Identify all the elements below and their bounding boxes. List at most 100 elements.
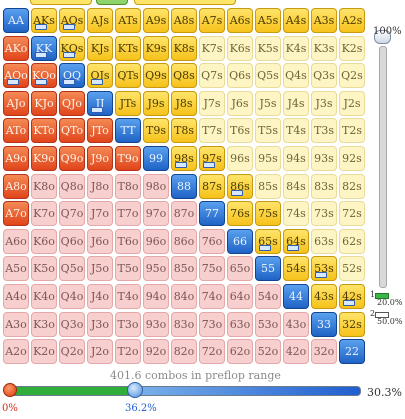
hand-cell-32s[interactable]: 32s <box>339 311 365 337</box>
hand-cell-94o[interactable]: 94o <box>143 283 169 309</box>
hand-cell-kts[interactable]: KTs <box>115 35 141 61</box>
range-indicator-1[interactable]: 1 20.0% <box>370 290 403 307</box>
hand-cell-a3o[interactable]: A3o <box>3 311 29 337</box>
hand-cell-32o[interactable]: 32o <box>311 339 337 365</box>
range-indicator-2[interactable]: 2 50.0% <box>370 309 403 326</box>
hand-cell-76o[interactable]: 76o <box>199 228 225 254</box>
hand-cell-43s[interactable]: 43s <box>311 283 337 309</box>
hand-cell-85s[interactable]: 85s <box>255 173 281 199</box>
hand-cell-j4s[interactable]: J4s <box>283 90 309 116</box>
hand-cell-53s[interactable]: 53s <box>311 256 337 282</box>
hand-cell-a5s[interactable]: A5s <box>255 8 281 33</box>
hand-cell-74s[interactable]: 74s <box>283 201 309 227</box>
hand-cell-k6s[interactable]: K6s <box>227 35 253 61</box>
hand-cell-a6s[interactable]: A6s <box>227 8 253 33</box>
hand-cell-ats[interactable]: ATs <box>115 8 141 33</box>
hand-cell-j4o[interactable]: J4o <box>87 283 113 309</box>
hand-cell-a8s[interactable]: A8s <box>171 8 197 33</box>
hand-cell-43o[interactable]: 43o <box>283 311 309 337</box>
hand-cell-jto[interactable]: JTo <box>87 118 113 144</box>
hand-cell-jj[interactable]: JJ <box>87 90 113 116</box>
hand-cell-a9s[interactable]: A9s <box>143 8 169 33</box>
hand-cell-qjo[interactable]: QJo <box>59 90 85 116</box>
hand-cell-t8s[interactable]: T8s <box>171 118 197 144</box>
hand-cell-k5o[interactable]: K5o <box>31 256 57 282</box>
hand-cell-q6o[interactable]: Q6o <box>59 228 85 254</box>
hand-cell-87o[interactable]: 87o <box>171 201 197 227</box>
hand-cell-84s[interactable]: 84s <box>283 173 309 199</box>
hand-cell-42s[interactable]: 42s <box>339 283 365 309</box>
hand-cell-72s[interactable]: 72s <box>339 201 365 227</box>
hand-cell-t3o[interactable]: T3o <box>115 311 141 337</box>
hand-cell-t8o[interactable]: T8o <box>115 173 141 199</box>
hand-cell-a4o[interactable]: A4o <box>3 283 29 309</box>
hand-cell-k2o[interactable]: K2o <box>31 339 57 365</box>
hand-cell-q2o[interactable]: Q2o <box>59 339 85 365</box>
hand-cell-qts[interactable]: QTs <box>115 63 141 89</box>
hand-cell-a7s[interactable]: A7s <box>199 8 225 33</box>
hand-cell-a9o[interactable]: A9o <box>3 145 29 171</box>
hand-cell-93s[interactable]: 93s <box>311 145 337 171</box>
hand-cell-q7s[interactable]: Q7s <box>199 63 225 89</box>
hand-cell-k5s[interactable]: K5s <box>255 35 281 61</box>
hand-cell-88[interactable]: 88 <box>171 173 197 199</box>
hand-cell-j3s[interactable]: J3s <box>311 90 337 116</box>
hand-cell-a4s[interactable]: A4s <box>283 8 309 33</box>
hand-cell-ato[interactable]: ATo <box>3 118 29 144</box>
hand-cell-k9s[interactable]: K9s <box>143 35 169 61</box>
hand-cell-83s[interactable]: 83s <box>311 173 337 199</box>
hand-cell-t2s[interactable]: T2s <box>339 118 365 144</box>
hand-cell-k4o[interactable]: K4o <box>31 283 57 309</box>
hand-cell-q2s[interactable]: Q2s <box>339 63 365 89</box>
hand-cell-a8o[interactable]: A8o <box>3 173 29 199</box>
hand-cell-65s[interactable]: 65s <box>255 228 281 254</box>
hand-cell-97s[interactable]: 97s <box>199 145 225 171</box>
hand-cell-aqs[interactable]: AQs <box>59 8 85 33</box>
hand-cell-k9o[interactable]: K9o <box>31 145 57 171</box>
hand-cell-82o[interactable]: 82o <box>171 339 197 365</box>
hand-cell-kjo[interactable]: KJo <box>31 90 57 116</box>
hand-cell-77[interactable]: 77 <box>199 201 225 227</box>
hand-cell-jts[interactable]: JTs <box>115 90 141 116</box>
hand-cell-96s[interactable]: 96s <box>227 145 253 171</box>
toolbar-pill-left[interactable] <box>30 0 92 5</box>
hand-cell-t5s[interactable]: T5s <box>255 118 281 144</box>
hand-cell-97o[interactable]: 97o <box>143 201 169 227</box>
hand-cell-t9o[interactable]: T9o <box>115 145 141 171</box>
hand-cell-q3s[interactable]: Q3s <box>311 63 337 89</box>
hand-cell-73s[interactable]: 73s <box>311 201 337 227</box>
hand-cell-t2o[interactable]: T2o <box>115 339 141 365</box>
hand-cell-84o[interactable]: 84o <box>171 283 197 309</box>
hand-cell-qq[interactable]: QQ <box>59 63 85 89</box>
hand-cell-92o[interactable]: 92o <box>143 339 169 365</box>
hand-cell-j5s[interactable]: J5s <box>255 90 281 116</box>
hand-cell-52s[interactable]: 52s <box>339 256 365 282</box>
hand-cell-kqs[interactable]: KQs <box>59 35 85 61</box>
hand-cell-j7o[interactable]: J7o <box>87 201 113 227</box>
hand-cell-66[interactable]: 66 <box>227 228 253 254</box>
hand-cell-a5o[interactable]: A5o <box>3 256 29 282</box>
vertical-range-slider-thumb[interactable] <box>374 30 391 44</box>
hand-cell-qto[interactable]: QTo <box>59 118 85 144</box>
hand-cell-53o[interactable]: 53o <box>255 311 281 337</box>
hand-cell-q6s[interactable]: Q6s <box>227 63 253 89</box>
hand-cell-95o[interactable]: 95o <box>143 256 169 282</box>
hand-cell-87s[interactable]: 87s <box>199 173 225 199</box>
hand-cell-64o[interactable]: 64o <box>227 283 253 309</box>
hand-cell-k6o[interactable]: K6o <box>31 228 57 254</box>
vertical-range-slider-track[interactable] <box>379 46 387 288</box>
hand-cell-q3o[interactable]: Q3o <box>59 311 85 337</box>
hand-cell-qjs[interactable]: QJs <box>87 63 113 89</box>
hand-cell-q9o[interactable]: Q9o <box>59 145 85 171</box>
hand-cell-k3s[interactable]: K3s <box>311 35 337 61</box>
hand-cell-t7s[interactable]: T7s <box>199 118 225 144</box>
toolbar-pill-right[interactable] <box>134 0 236 5</box>
hand-cell-a7o[interactable]: A7o <box>3 201 29 227</box>
hand-cell-kjs[interactable]: KJs <box>87 35 113 61</box>
hand-cell-k2s[interactable]: K2s <box>339 35 365 61</box>
hand-cell-44[interactable]: 44 <box>283 283 309 309</box>
hand-cell-tt[interactable]: TT <box>115 118 141 144</box>
hand-cell-64s[interactable]: 64s <box>283 228 309 254</box>
hand-cell-94s[interactable]: 94s <box>283 145 309 171</box>
hand-cell-ajs[interactable]: AJs <box>87 8 113 33</box>
